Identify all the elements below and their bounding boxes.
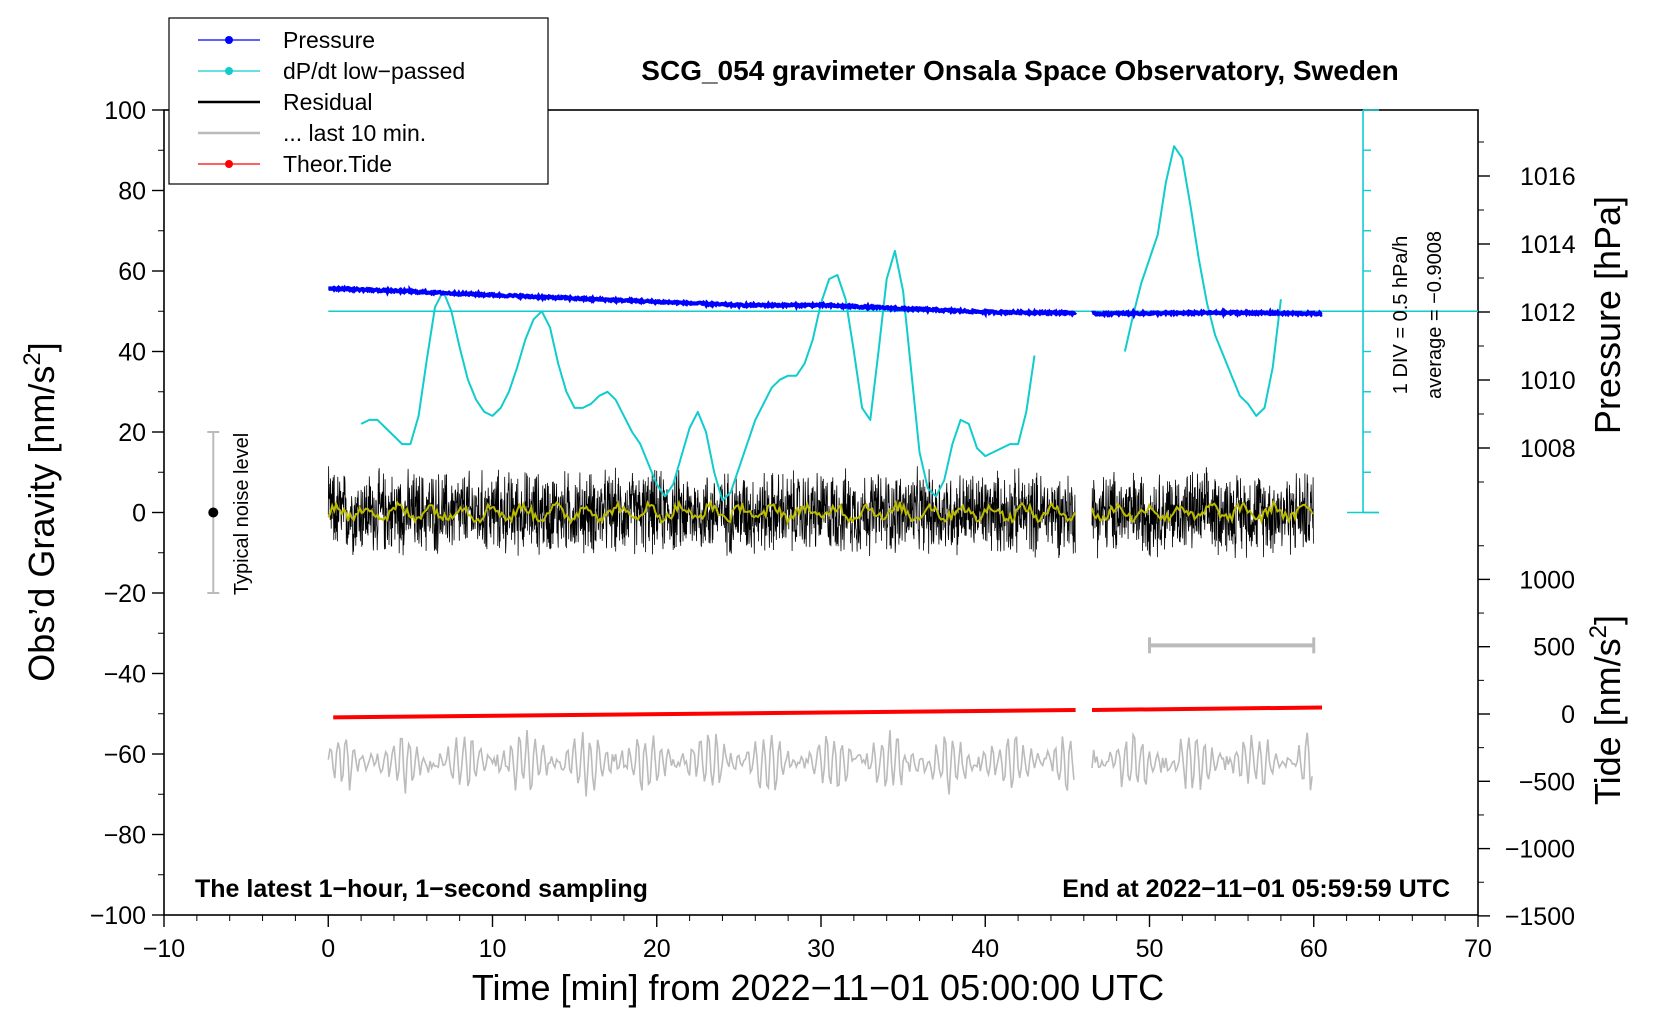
series-layer — [207, 145, 1478, 797]
x-axis-title: Time [min] from 2022−11−01 05:00:00 UTC — [472, 967, 1164, 1008]
y-tick-label: 0 — [132, 500, 146, 528]
x-tick-label: 70 — [1464, 935, 1492, 963]
residual-smoothed-trace — [327, 499, 1077, 526]
pressure-axis: 1008 1010 1012 1014 1016 — [1478, 141, 1576, 483]
dpdt-scale — [1347, 109, 1380, 514]
pressure-line — [1091, 307, 1323, 320]
x-tick-label: 10 — [479, 935, 507, 963]
y-tick-label: −60 — [104, 741, 146, 769]
x-tick-label: 20 — [643, 935, 671, 963]
legend-marker — [225, 67, 233, 75]
microseism-trace — [1091, 731, 1313, 791]
y-tick-label: −80 — [104, 822, 146, 850]
legend-label: ... last 10 min. — [283, 120, 426, 146]
legend-marker — [225, 160, 233, 168]
y-tick-label: −20 — [104, 580, 146, 608]
pressure-tick-label: 1014 — [1520, 231, 1576, 259]
tide-tick-label: −500 — [1519, 768, 1575, 796]
dpdt-scale-label: 1 DIV = 0.5 hPa/h — [1390, 236, 1412, 394]
y-tick-label: −40 — [104, 661, 146, 689]
tide-tick-label: 0 — [1561, 701, 1575, 729]
pressure-tick-label: 1008 — [1520, 435, 1576, 463]
noise-bar-center — [208, 507, 219, 518]
annotation-sampling: The latest 1−hour, 1−second sampling — [195, 875, 648, 903]
residual-trace — [327, 466, 1076, 559]
x-tick-label: 50 — [1136, 935, 1164, 963]
noise-level-label: Typical noise level — [231, 433, 253, 595]
pressure-tick-label: 1016 — [1520, 163, 1576, 191]
pressure-tick-label: 1012 — [1520, 299, 1576, 327]
dpdt-average-label: average = −0.9008 — [1424, 231, 1446, 399]
x-tick-label: −10 — [143, 935, 185, 963]
x-axis: −10 0 10 20 30 40 50 60 70 — [143, 915, 1492, 963]
tide-axis: 1000 500 0 −500 −1000 −1500 — [1478, 545, 1575, 931]
tide-axis-title: Tide [nm/s2] — [1585, 615, 1628, 805]
tide-tick-label: −1500 — [1505, 903, 1575, 931]
y-tick-label: −100 — [90, 902, 146, 930]
tide-tick-label: −1000 — [1505, 836, 1575, 864]
tide-line — [1091, 705, 1323, 712]
y-axis-left: 100 80 60 40 20 0 −20 −40 −60 −80 −100 — [90, 97, 164, 930]
y-axis-title: Obs’d Gravity [nm/s2] — [19, 342, 62, 681]
y-tick-label: 80 — [118, 178, 146, 206]
x-tick-label: 60 — [1300, 935, 1328, 963]
legend: Pressure dP/dt low−passed Residual ... last… — [168, 17, 549, 185]
y-tick-label: 20 — [118, 419, 146, 447]
legend-marker — [225, 36, 233, 44]
tide-tick-label: 1000 — [1519, 566, 1575, 594]
y-tick-label: 60 — [118, 258, 146, 286]
y-tick-label: 100 — [104, 97, 146, 125]
dpdt-line — [360, 249, 1036, 502]
tide-line — [333, 708, 1076, 720]
legend-label: dP/dt low−passed — [283, 58, 465, 84]
legend-label: Pressure — [283, 27, 375, 53]
annotation-end-time: End at 2022−11−01 05:59:59 UTC — [1062, 875, 1450, 903]
legend-label: Theor.Tide — [283, 151, 392, 177]
tide-tick-label: 500 — [1533, 634, 1575, 662]
x-tick-label: 40 — [971, 935, 999, 963]
pressure-tick-label: 1010 — [1520, 367, 1576, 395]
y-tick-label: 40 — [118, 339, 146, 367]
chart-title: SCG_054 gravimeter Onsala Space Observat… — [641, 55, 1398, 86]
pressure-axis-title: Pressure [hPa] — [1587, 196, 1628, 434]
microseism-trace — [327, 730, 1075, 797]
pressure-line — [328, 284, 1078, 319]
legend-label: Residual — [283, 89, 373, 115]
x-tick-label: 30 — [807, 935, 835, 963]
dpdt-line — [1123, 145, 1282, 417]
residual-smoothed-trace — [1091, 499, 1314, 526]
x-tick-label: 0 — [321, 935, 335, 963]
